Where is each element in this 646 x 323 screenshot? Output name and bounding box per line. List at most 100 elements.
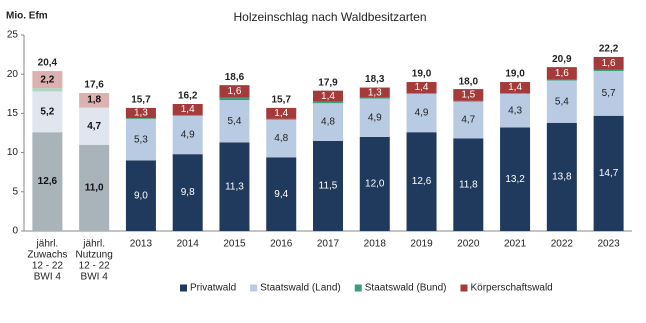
total-label: 18,6 xyxy=(225,72,245,83)
x-tick-label: BWI 4 xyxy=(81,272,109,283)
value-label: 5,2 xyxy=(40,106,54,117)
total-label: 17,6 xyxy=(84,80,104,91)
value-label: 11,8 xyxy=(459,179,478,190)
x-tick-label: 2023 xyxy=(597,239,620,250)
value-label: 9,4 xyxy=(274,189,288,200)
bar-segment xyxy=(32,91,63,133)
value-label: 1,4 xyxy=(274,108,288,119)
legend-label: Privatwald xyxy=(190,283,236,294)
value-label: 4,7 xyxy=(87,121,101,132)
x-tick-label: BWI 4 xyxy=(34,272,62,283)
value-label: 4,8 xyxy=(274,133,288,144)
value-label: 4,3 xyxy=(508,105,522,116)
legend-label: Staatswald (Bund) xyxy=(365,283,447,294)
value-label: 11,3 xyxy=(225,181,244,192)
bar-segment xyxy=(219,142,250,231)
value-label: 1,8 xyxy=(87,95,101,106)
bar-segment xyxy=(546,80,577,123)
bar-segment xyxy=(172,115,203,155)
value-label: 1,6 xyxy=(602,58,616,69)
value-label: 4,7 xyxy=(461,115,475,126)
bar-segment xyxy=(593,71,624,116)
bar-segment xyxy=(500,93,531,128)
bar-segment xyxy=(125,107,156,119)
bar-segment xyxy=(406,132,437,231)
bar-segment xyxy=(453,101,484,139)
bar-segment xyxy=(313,101,343,104)
x-tick-label: Nutzung xyxy=(76,250,113,261)
value-label: 1,4 xyxy=(508,82,522,93)
value-label: 13,2 xyxy=(505,174,525,185)
bar-segment xyxy=(172,103,203,115)
value-label: 1,3 xyxy=(134,108,148,119)
bar-segment xyxy=(500,82,531,94)
bar-segment xyxy=(406,93,437,94)
bar-segment xyxy=(593,56,624,70)
value-label: 4,9 xyxy=(415,108,429,119)
bar-segment xyxy=(266,157,297,231)
bar-segment xyxy=(406,93,437,133)
x-tick-label: 2013 xyxy=(130,239,153,250)
total-label: 16,2 xyxy=(178,91,198,102)
legend-swatch xyxy=(460,284,468,292)
y-tick-label: 10 xyxy=(7,147,19,158)
bar-segment xyxy=(219,100,250,143)
value-label: 1,4 xyxy=(321,91,335,102)
bar-segment xyxy=(313,140,343,231)
value-label: 12,0 xyxy=(365,179,385,190)
y-tick-label: 5 xyxy=(12,186,18,197)
legend-swatch xyxy=(250,284,258,292)
value-label: 9,8 xyxy=(181,187,195,198)
total-label: 19,0 xyxy=(412,69,432,80)
value-label: 5,3 xyxy=(134,134,148,145)
legend-label: Staatswald (Land) xyxy=(260,283,341,294)
bar-segment xyxy=(359,87,390,98)
bar-segment xyxy=(546,122,577,231)
value-label: 9,0 xyxy=(134,190,148,201)
x-tick-label: 12 - 22 xyxy=(79,261,111,272)
total-label: 18,0 xyxy=(459,77,479,88)
bar-segment xyxy=(125,160,156,231)
x-tick-label: 2014 xyxy=(177,239,200,250)
x-tick-label: 2018 xyxy=(364,239,387,250)
bar-segment xyxy=(266,107,297,119)
value-label: 12,6 xyxy=(38,176,58,187)
value-label: 12,6 xyxy=(412,176,432,187)
bar-segment xyxy=(453,138,484,231)
bar-segment xyxy=(79,107,110,145)
y-tick-label: 0 xyxy=(12,226,18,237)
x-tick-label: jährl. xyxy=(36,239,59,250)
value-label: 4,9 xyxy=(368,112,382,123)
bar-segment xyxy=(453,89,484,101)
y-axis-label: Mio. Efm xyxy=(6,11,48,22)
value-label: 5,7 xyxy=(602,88,616,99)
bar-segment xyxy=(359,136,390,231)
y-tick-label: 25 xyxy=(7,30,19,41)
bar-segment xyxy=(79,93,110,108)
total-label: 19,0 xyxy=(505,69,525,80)
bar-segment xyxy=(32,132,63,231)
bar-segment xyxy=(546,79,577,81)
value-label: 1,3 xyxy=(368,87,382,98)
bar-segment xyxy=(79,144,110,231)
x-tick-label: 2022 xyxy=(551,239,574,250)
value-label: 2,2 xyxy=(40,74,54,85)
bar-segment xyxy=(32,71,63,89)
value-label: 1,6 xyxy=(228,86,242,97)
bar-segment xyxy=(172,114,203,116)
value-label: 11,0 xyxy=(85,183,104,194)
bar-segment xyxy=(359,97,390,99)
value-label: 11,5 xyxy=(319,181,338,192)
bar-segment xyxy=(125,118,156,119)
value-label: 14,7 xyxy=(599,168,619,179)
bar-segment xyxy=(500,127,531,231)
bar-segment xyxy=(313,103,343,141)
bar-segment xyxy=(32,88,63,92)
value-label: 1,4 xyxy=(415,82,429,93)
value-label: 1,6 xyxy=(555,68,569,79)
x-tick-label: jährl. xyxy=(82,239,105,250)
total-label: 18,3 xyxy=(365,74,385,85)
value-label: 1,5 xyxy=(461,90,475,101)
legend-label: Körperschaftswald xyxy=(470,283,552,294)
